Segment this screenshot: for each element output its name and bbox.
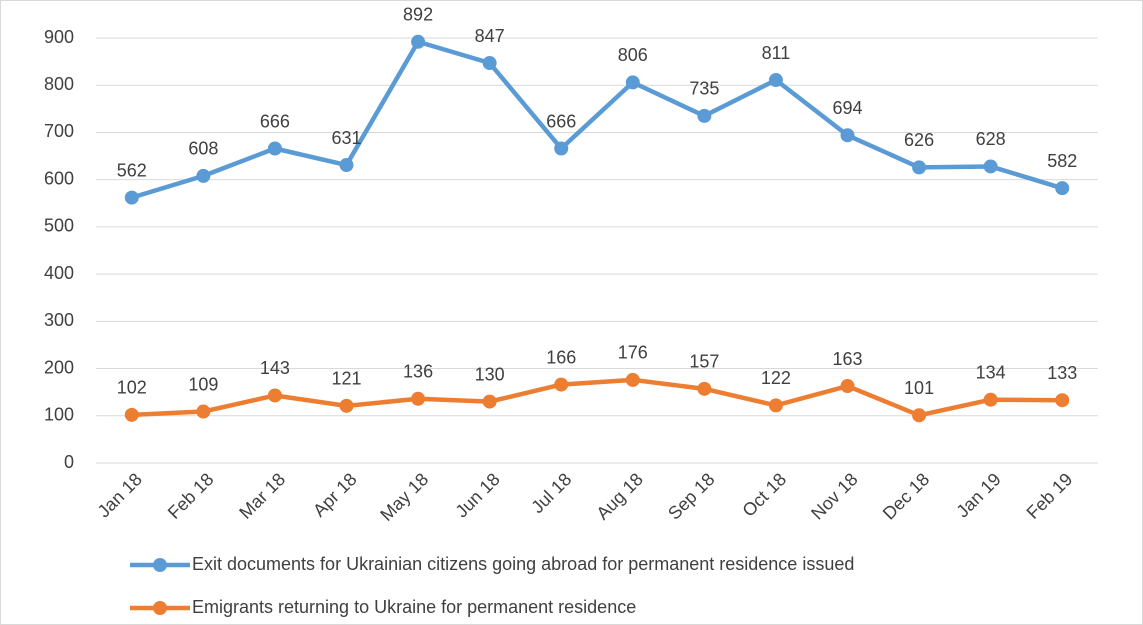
y-tick-label: 0: [64, 452, 74, 472]
point: [768, 73, 783, 88]
legend-marker: [153, 601, 167, 615]
y-tick-label: 500: [44, 216, 74, 236]
y-tick-label: 900: [44, 27, 74, 47]
data-label: 562: [117, 160, 147, 180]
point: [339, 398, 354, 413]
point: [411, 34, 426, 49]
point: [1055, 393, 1070, 408]
point: [840, 379, 855, 394]
data-label: 122: [761, 368, 791, 388]
point: [697, 108, 712, 123]
series-line: [131, 377, 1063, 418]
data-label: 121: [331, 369, 361, 389]
point: [697, 381, 712, 396]
point: [124, 407, 139, 422]
data-label: 847: [475, 26, 505, 46]
data-label: 166: [546, 347, 576, 367]
data-label: 130: [475, 364, 505, 384]
y-tick-label: 400: [44, 263, 74, 283]
y-tick-label: 700: [44, 121, 74, 141]
data-label: 626: [904, 130, 934, 150]
data-label: 811: [762, 43, 791, 63]
point: [912, 408, 927, 423]
point: [912, 160, 927, 175]
point: [267, 141, 282, 156]
point: [625, 372, 640, 387]
data-label: 109: [188, 374, 218, 394]
point: [339, 158, 354, 173]
legend-label: Emigrants returning to Ukraine for perma…: [192, 597, 636, 617]
data-label: 157: [689, 352, 719, 372]
data-label: 735: [689, 79, 719, 99]
data-label: 628: [976, 129, 1006, 149]
point: [983, 159, 998, 174]
point: [625, 75, 640, 90]
data-label: 694: [832, 98, 862, 118]
point: [1055, 181, 1070, 196]
data-label: 133: [1047, 363, 1077, 383]
legend-label: Exit documents for Ukrainian citizens go…: [192, 554, 854, 574]
point: [124, 190, 139, 205]
point: [267, 388, 282, 403]
point: [482, 56, 497, 71]
data-label: 176: [618, 343, 648, 363]
data-label: 666: [260, 111, 290, 131]
data-label: 101: [904, 378, 934, 398]
point: [482, 394, 497, 409]
point: [196, 168, 211, 183]
data-label: 666: [546, 111, 576, 131]
point: [554, 377, 569, 392]
point: [554, 141, 569, 156]
data-label: 631: [331, 128, 361, 148]
data-label: 608: [188, 139, 218, 159]
y-tick-label: 100: [44, 405, 74, 425]
data-label: 163: [832, 349, 862, 369]
point: [983, 392, 998, 407]
y-tick-label: 200: [44, 357, 74, 377]
series-line: [131, 39, 1063, 200]
y-tick-label: 300: [44, 310, 74, 330]
y-tick-label: 800: [44, 74, 74, 94]
legend-marker: [153, 558, 167, 572]
data-label: 806: [618, 45, 648, 65]
data-label: 582: [1047, 151, 1077, 171]
data-label: 892: [403, 5, 433, 25]
data-label: 102: [117, 378, 147, 398]
point: [196, 404, 211, 419]
data-label: 136: [403, 362, 433, 382]
data-label: 134: [976, 362, 1006, 382]
data-label: 143: [260, 358, 290, 378]
point: [840, 128, 855, 143]
y-tick-label: 600: [44, 168, 74, 188]
point: [411, 391, 426, 406]
point: [768, 398, 783, 413]
